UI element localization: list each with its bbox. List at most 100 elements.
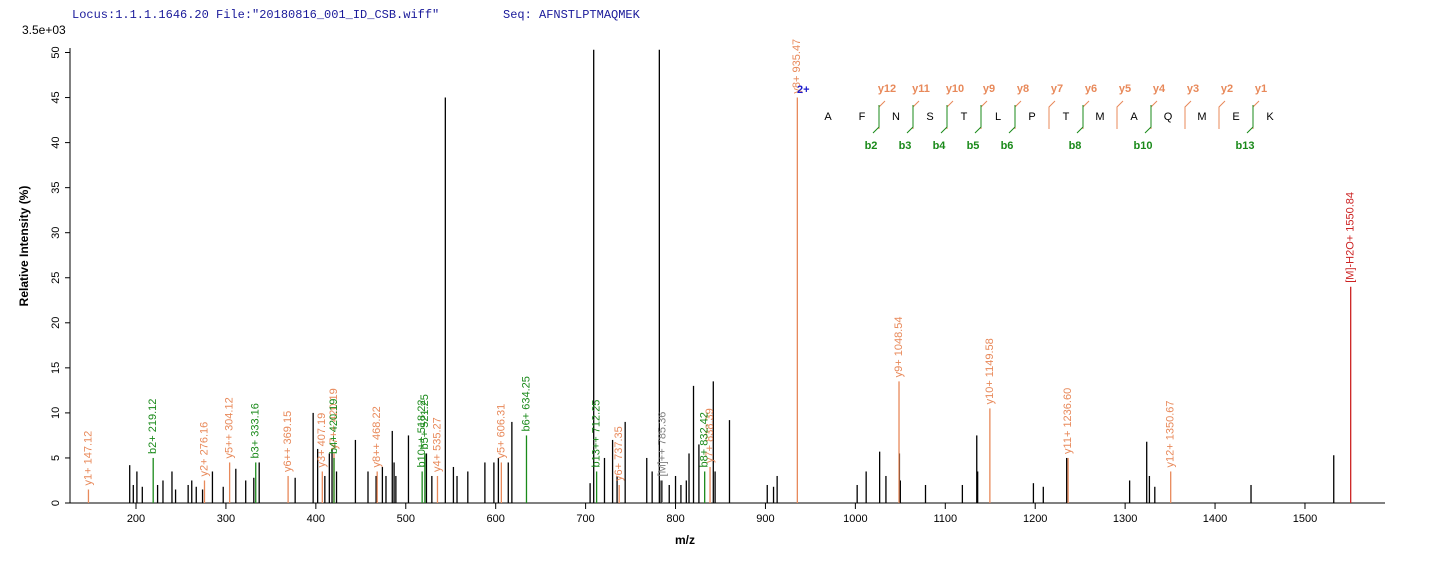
peak-label: b10++ 518.22 (416, 400, 428, 468)
y-tick-label: 30 (50, 227, 62, 239)
scale-label: 3.5e+03 (22, 23, 66, 37)
residue: Q (1164, 111, 1173, 123)
residue: T (961, 111, 968, 123)
residue: T (1063, 111, 1070, 123)
x-tick-label: 1500 (1293, 513, 1317, 525)
y-tick-label: 5 (50, 455, 62, 461)
b-ion-mark (940, 105, 948, 134)
residue: E (1232, 111, 1239, 123)
b-ion-mark (1076, 105, 1084, 134)
y-ion-mark (1184, 100, 1192, 129)
b-ion-label: b6 (1001, 140, 1014, 152)
y-ion-label: y9 (983, 83, 995, 95)
residue: P (1028, 111, 1035, 123)
y-ion-mark (1150, 100, 1158, 129)
y-ion-label: y11 (912, 83, 930, 95)
peak-label: y5+ 606.31 (495, 404, 507, 459)
residue: L (995, 111, 1001, 123)
y-tick-label: 25 (50, 272, 62, 284)
peak-label: y9+ 1048.54 (893, 316, 905, 377)
peak-label: y7++ 420.19 (328, 388, 340, 449)
x-tick-label: 800 (666, 513, 684, 525)
b-ion-label: b4 (933, 140, 947, 152)
y-tick-label: 45 (50, 91, 62, 103)
x-tick-label: 1300 (1113, 513, 1137, 525)
residue: M (1095, 111, 1104, 123)
y-ion-label: y6 (1085, 83, 1097, 95)
peak-label: [M]++ 785.36 (656, 412, 668, 477)
peak-label: y6+ 737.35 (613, 426, 625, 481)
b-ion-label: b13 (1236, 140, 1255, 152)
peak-label: y4+ 535.27 (431, 417, 443, 472)
peak-label: y3+ 407.19 (316, 413, 328, 468)
y-ion-mark (1048, 100, 1056, 129)
peak-label: b8+ 832.42 (699, 412, 711, 467)
peak-label: y12+ 1350.67 (1165, 400, 1177, 467)
y-ion-label: y7 (1051, 83, 1063, 95)
b-ion-mark (906, 105, 914, 134)
peak-label: y2+ 276.16 (198, 422, 210, 477)
y-ion-mark (878, 100, 886, 129)
residue: F (859, 111, 866, 123)
y-ion-mark (980, 100, 988, 129)
x-tick-label: 500 (397, 513, 415, 525)
y-tick-label: 50 (50, 46, 62, 58)
b-ion-label: b3 (899, 140, 912, 152)
residue: N (892, 111, 900, 123)
y-ion-label: y12 (878, 83, 896, 95)
peak-label: y10+ 1149.58 (984, 338, 996, 404)
y-ion-label: y8 (1017, 83, 1029, 95)
x-axis-label: m/z (675, 533, 695, 547)
b-ion-mark (1144, 105, 1152, 134)
y-ion-label: y4 (1153, 83, 1166, 95)
x-tick-label: 400 (307, 513, 325, 525)
b-ion-mark (1008, 105, 1016, 134)
y-tick-label: 40 (50, 136, 62, 148)
peak-label: b4+ 420.19 (328, 399, 340, 454)
b-ion-mark (872, 105, 880, 134)
chart-subtitle: Seq: AFNSTLPTMAQMEK (503, 8, 641, 22)
y-ion-mark (1014, 100, 1022, 129)
peak-label: y6++ 369.15 (282, 411, 294, 472)
b-ion-mark (1246, 105, 1254, 134)
b-ion-mark (974, 105, 982, 134)
x-tick-label: 600 (487, 513, 505, 525)
peak-label: b2+ 219.12 (147, 399, 159, 454)
charge-label: 2+ (797, 84, 810, 96)
residue: A (1130, 111, 1138, 123)
x-tick-label: 900 (756, 513, 774, 525)
y-tick-label: 20 (50, 317, 62, 329)
peak-label: b13++ 712.25 (591, 400, 603, 468)
x-tick-label: 200 (127, 513, 145, 525)
y-ion-mark (1116, 100, 1124, 129)
chart-title: Locus:1.1.1.1646.20 File:"20180816_001_I… (72, 8, 439, 22)
y-tick-label: 0 (50, 500, 62, 506)
y-ion-mark (1218, 100, 1226, 129)
x-tick-label: 1000 (843, 513, 867, 525)
b-ion-label: b8 (1069, 140, 1082, 152)
y-tick-label: 35 (50, 182, 62, 194)
peak-label: b6+ 634.25 (520, 376, 532, 431)
y-ion-label: y3 (1187, 83, 1199, 95)
peak-label: b3+ 333.16 (250, 403, 262, 458)
residue: A (824, 111, 832, 123)
residue: M (1197, 111, 1206, 123)
y-ion-label: y2 (1221, 83, 1233, 95)
peak-label: b5+ 521.25 (419, 394, 431, 449)
x-tick-label: 1200 (1023, 513, 1047, 525)
peak-label: y8+ 935.47 (791, 39, 803, 94)
y-tick-label: 15 (50, 362, 62, 374)
y-ion-label: y10 (946, 83, 964, 95)
b-ion-label: b2 (865, 140, 878, 152)
residue: S (926, 111, 933, 123)
y-ion-label: y5 (1119, 83, 1131, 95)
x-tick-label: 1100 (933, 513, 957, 525)
peak-label: y1+ 147.12 (82, 431, 94, 486)
peak-label: y8++ 468.22 (371, 406, 383, 467)
y-ion-mark (946, 100, 954, 129)
peak-label: y11+ 1236.60 (1062, 388, 1074, 454)
residue: K (1266, 111, 1274, 123)
x-tick-label: 300 (217, 513, 235, 525)
peak-label: y5++ 304.12 (224, 397, 236, 458)
